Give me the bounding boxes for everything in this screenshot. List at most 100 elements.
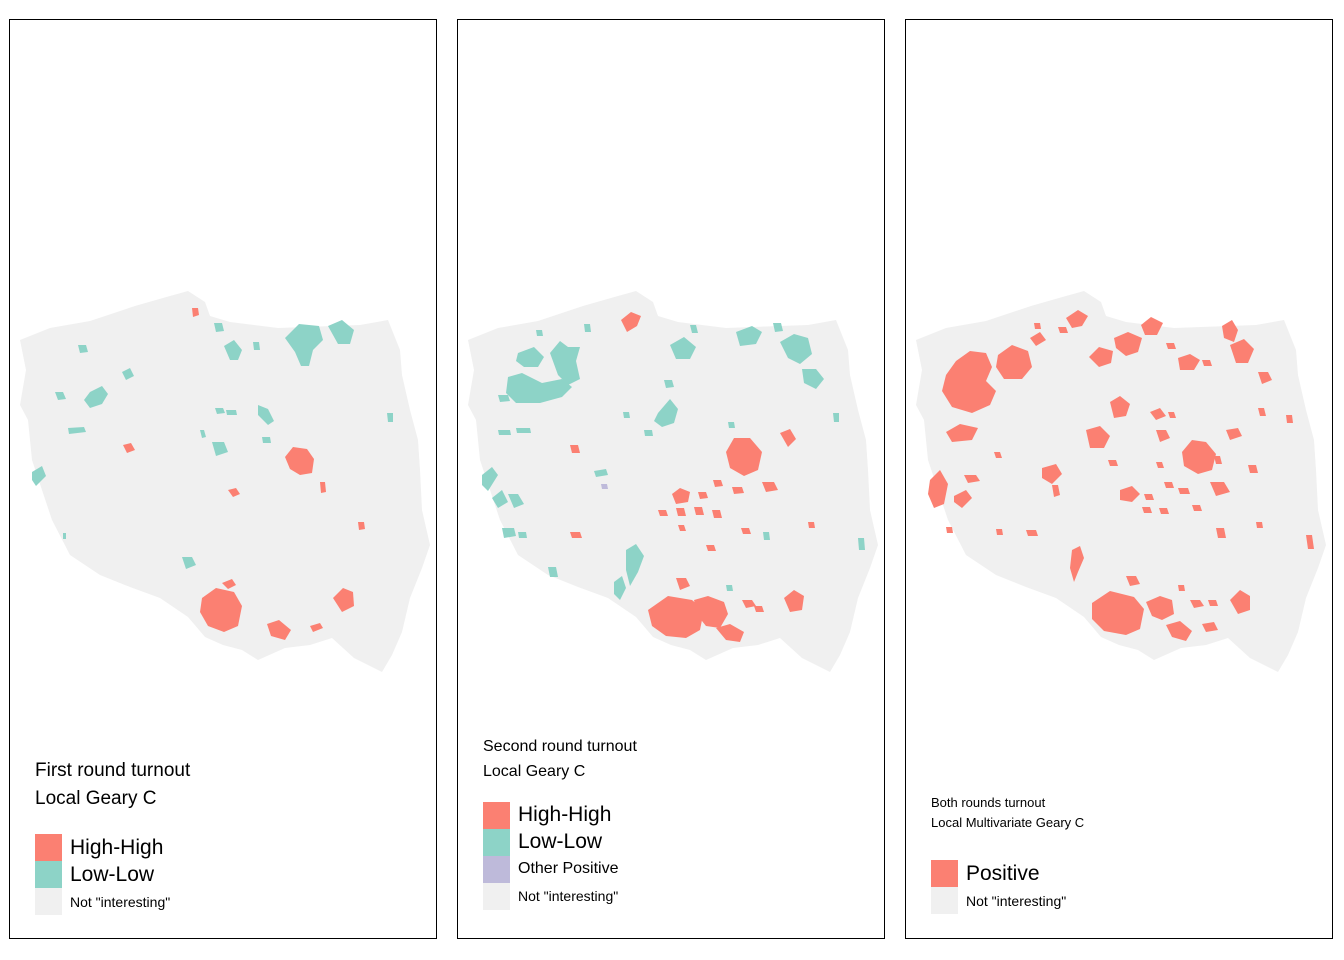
cluster-region (200, 430, 206, 438)
poland-map (468, 291, 878, 672)
cluster-region (1214, 456, 1222, 464)
cluster-region (68, 427, 86, 434)
legend-item-not-interesting: Not "interesting" (483, 882, 637, 910)
legend-items: High-High Low-Low Not "interesting" (35, 834, 190, 916)
cluster-layer (482, 312, 865, 642)
cluster-region (1120, 486, 1140, 502)
cluster-region (1159, 508, 1169, 514)
cluster-region (200, 588, 242, 632)
legend-label: Not "interesting" (518, 888, 619, 905)
cluster-region (518, 532, 527, 538)
cluster-region (214, 323, 224, 332)
cluster-region (224, 340, 242, 360)
cluster-region (1178, 585, 1185, 591)
legend-items: High-High Low-Low Other Positive Not "in… (483, 801, 637, 910)
cluster-region (601, 484, 608, 489)
cluster-region (1258, 408, 1266, 416)
cluster-region (285, 324, 323, 366)
cluster-region (570, 445, 580, 453)
map-panel-first-round: First round turnout Local Geary C High-H… (9, 19, 437, 939)
cluster-region (621, 312, 641, 332)
cluster-region (763, 532, 770, 540)
cluster-region (1066, 310, 1088, 328)
cluster-region (1058, 327, 1068, 333)
country-outline (20, 291, 430, 672)
legend-item-low-low: Low-Low (35, 861, 190, 889)
cluster-region (1166, 343, 1176, 349)
cluster-region (858, 538, 865, 550)
cluster-region (328, 320, 354, 344)
cluster-region (548, 567, 558, 577)
swatch-not-interesting (35, 888, 62, 916)
cluster-region (716, 624, 744, 642)
cluster-region (1168, 412, 1176, 418)
cluster-region (698, 492, 708, 499)
swatch-not-interesting (931, 887, 958, 915)
cluster-region (736, 326, 762, 346)
cluster-region (1222, 320, 1238, 342)
legend-item-positive: Positive (931, 860, 1084, 888)
swatch-positive (931, 860, 958, 888)
cluster-region (516, 428, 531, 433)
cluster-layer (928, 310, 1314, 641)
cluster-region (1306, 535, 1314, 549)
legend: First round turnout Local Geary C High-H… (35, 757, 190, 916)
cluster-region (1042, 464, 1062, 484)
cluster-region (1108, 460, 1118, 466)
cluster-region (1258, 372, 1272, 384)
map-panel-second-round: Second round turnout Local Geary C High-… (457, 19, 885, 939)
cluster-region (536, 330, 543, 336)
cluster-region (506, 373, 572, 403)
cluster-region (516, 347, 544, 367)
cluster-region (1141, 317, 1163, 335)
cluster-region (1092, 591, 1144, 635)
cluster-region (1166, 621, 1192, 641)
country-outline (916, 291, 1326, 672)
cluster-region (1230, 339, 1254, 363)
cluster-region (584, 324, 591, 332)
cluster-region (1142, 507, 1152, 513)
poland-map (20, 291, 430, 672)
cluster-region (1156, 430, 1170, 442)
cluster-region (808, 522, 815, 528)
cluster-region (1210, 482, 1230, 496)
legend-title-line1: Both rounds turnout (931, 795, 1046, 810)
legend-title-line2: Local Multivariate Geary C (931, 815, 1085, 831)
legend-label: Other Positive (518, 860, 619, 878)
cluster-region (773, 323, 783, 332)
cluster-region (1178, 354, 1200, 370)
cluster-region (78, 345, 88, 353)
cluster-region (802, 369, 824, 389)
cluster-region (1182, 440, 1216, 474)
cluster-region (498, 430, 511, 435)
cluster-region (954, 490, 972, 508)
cluster-region (728, 422, 735, 428)
cluster-region (1164, 482, 1174, 488)
cluster-region (712, 510, 722, 518)
cluster-region (1089, 347, 1113, 367)
swatch-high-high (483, 801, 510, 829)
cluster-region (713, 480, 723, 487)
legend-item-low-low: Low-Low (483, 828, 637, 856)
cluster-region (648, 596, 704, 638)
cluster-region (741, 528, 751, 534)
legend-item-high-high: High-High (483, 801, 637, 829)
legend-title-line1: Second round turnout (483, 738, 637, 755)
cluster-region (672, 488, 690, 504)
cluster-region (1126, 576, 1140, 586)
cluster-region (626, 544, 644, 586)
cluster-region (762, 482, 778, 492)
cluster-region (780, 429, 796, 447)
cluster-region (84, 386, 108, 408)
cluster-region (754, 606, 764, 612)
cluster-region (694, 596, 728, 628)
cluster-region (594, 469, 608, 477)
cluster-region (1110, 396, 1130, 418)
cluster-region (387, 413, 393, 422)
legend-label: Low-Low (70, 862, 155, 886)
legend-title-line2: Local Geary C (483, 762, 586, 780)
cluster-region (32, 466, 46, 486)
legend-label: Positive (966, 861, 1040, 885)
legend-item-high-high: High-High (35, 834, 190, 862)
cluster-region (285, 447, 314, 475)
